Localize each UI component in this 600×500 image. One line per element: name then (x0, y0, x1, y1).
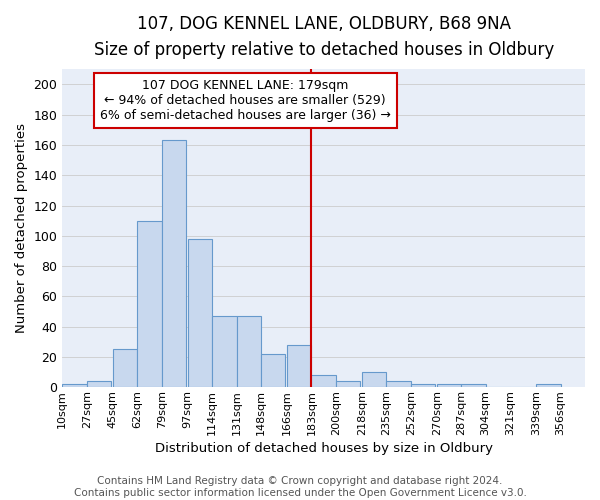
Bar (137, 220, 161, 387)
Bar (261, 354, 286, 387)
Bar (386, 381, 411, 387)
Bar (62, 384, 87, 387)
Bar (188, 239, 212, 387)
Y-axis label: Number of detached properties: Number of detached properties (15, 123, 28, 333)
Text: Contains HM Land Registry data © Crown copyright and database right 2024.
Contai: Contains HM Land Registry data © Crown c… (74, 476, 526, 498)
Text: 107 DOG KENNEL LANE: 179sqm
← 94% of detached houses are smaller (529)
6% of sem: 107 DOG KENNEL LANE: 179sqm ← 94% of det… (100, 79, 391, 122)
Bar (236, 316, 261, 387)
Bar (113, 350, 137, 387)
Bar (311, 375, 336, 387)
Bar (437, 384, 461, 387)
Bar (362, 372, 386, 387)
Bar (336, 381, 361, 387)
Bar (536, 384, 560, 387)
Bar (87, 381, 111, 387)
Bar (461, 384, 485, 387)
Bar (411, 384, 435, 387)
X-axis label: Distribution of detached houses by size in Oldbury: Distribution of detached houses by size … (155, 442, 493, 455)
Title: 107, DOG KENNEL LANE, OLDBURY, B68 9NA
Size of property relative to detached hou: 107, DOG KENNEL LANE, OLDBURY, B68 9NA S… (94, 15, 554, 60)
Bar (161, 140, 186, 387)
Bar (212, 316, 236, 387)
Bar (287, 345, 311, 387)
